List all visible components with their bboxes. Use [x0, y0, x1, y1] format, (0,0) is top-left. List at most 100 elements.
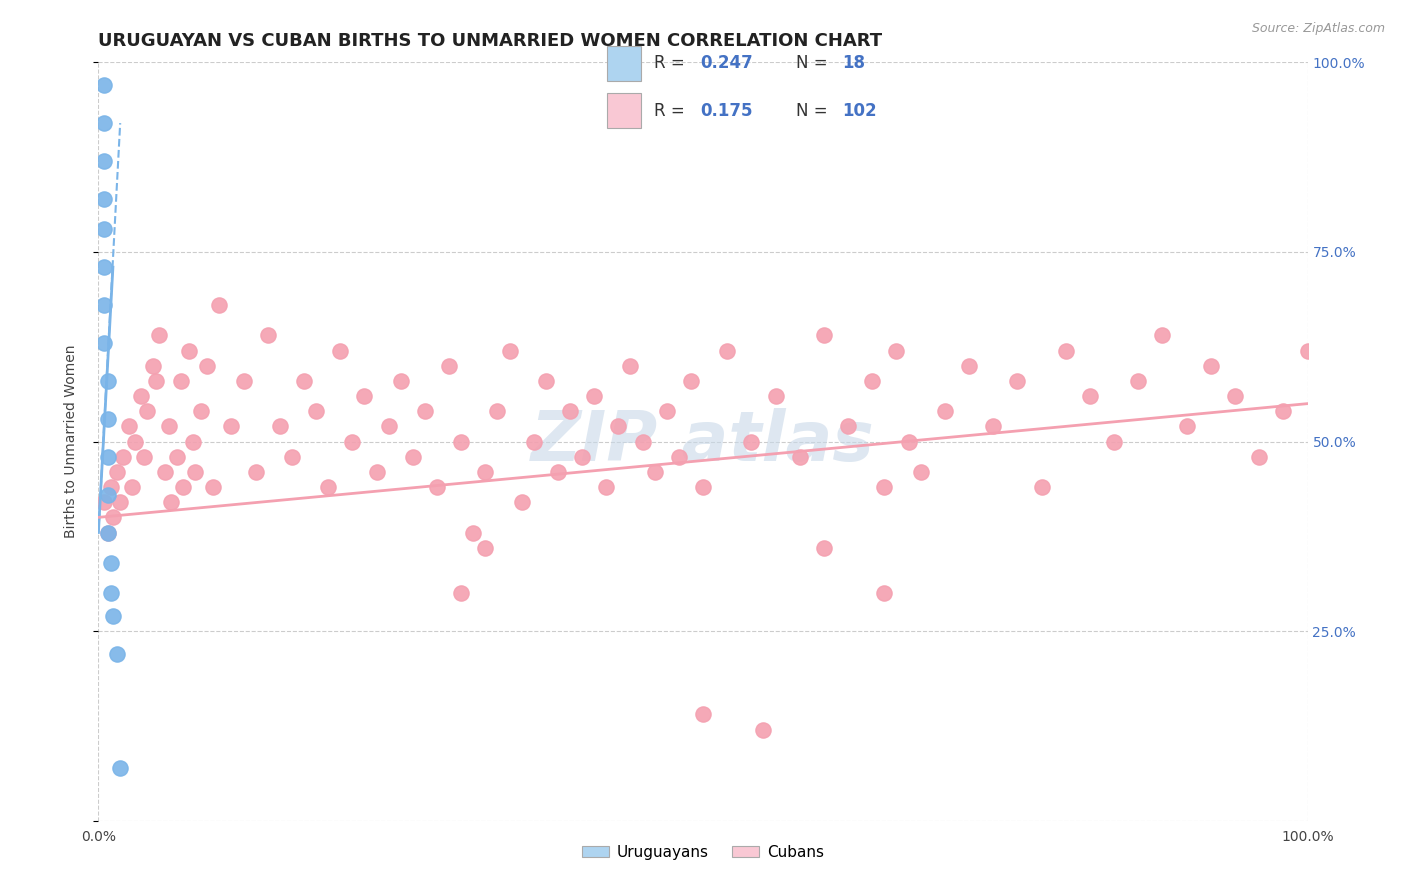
Point [166, 450, 188, 464]
Point [837, 419, 859, 434]
Point [1296, 343, 1319, 358]
Point [426, 480, 449, 494]
Point [169, 374, 191, 388]
Point [101, 510, 124, 524]
Point [135, 404, 157, 418]
Text: N =: N = [796, 54, 832, 72]
Point [1102, 434, 1125, 449]
Point [221, 419, 243, 434]
Point [105, 465, 128, 479]
Point [108, 495, 131, 509]
Point [607, 419, 630, 434]
Point [873, 586, 896, 600]
Point [316, 480, 339, 494]
Text: 18: 18 [842, 54, 865, 72]
Point [437, 359, 460, 373]
Point [583, 389, 606, 403]
Point [389, 374, 412, 388]
Point [692, 480, 714, 494]
Point [957, 359, 980, 373]
Point [692, 707, 714, 722]
Point [752, 723, 775, 737]
Point [172, 480, 194, 494]
Point [97, 412, 120, 426]
Point [97, 374, 120, 388]
Point [342, 434, 364, 449]
Point [195, 359, 218, 373]
Point [510, 495, 533, 509]
Point [93, 335, 115, 350]
Point [631, 434, 654, 449]
Point [208, 298, 231, 312]
Point [108, 760, 131, 774]
Text: R =: R = [654, 54, 690, 72]
Y-axis label: Births to Unmarried Women: Births to Unmarried Women [63, 345, 77, 538]
Point [292, 374, 315, 388]
Point [886, 343, 908, 358]
Point [100, 480, 122, 494]
Text: R =: R = [654, 102, 690, 120]
Point [486, 404, 509, 418]
Point [595, 480, 617, 494]
Point [619, 359, 641, 373]
Point [873, 480, 896, 494]
Point [679, 374, 702, 388]
Text: 0.247: 0.247 [700, 54, 752, 72]
Point [655, 404, 678, 418]
Text: N =: N = [796, 102, 832, 120]
Point [740, 434, 762, 449]
Point [184, 465, 207, 479]
Point [716, 343, 738, 358]
Point [93, 153, 115, 168]
Point [910, 465, 932, 479]
Point [789, 450, 811, 464]
Point [160, 495, 183, 509]
Point [523, 434, 546, 449]
Point [329, 343, 352, 358]
Point [97, 525, 120, 540]
Point [1128, 374, 1150, 388]
Point [897, 434, 920, 449]
Point [124, 434, 146, 449]
Point [498, 343, 520, 358]
Point [134, 450, 156, 464]
Point [281, 450, 304, 464]
Point [534, 374, 557, 388]
Point [97, 487, 120, 501]
Point [1031, 480, 1053, 494]
Point [860, 374, 883, 388]
Point [93, 192, 115, 206]
Point [1199, 359, 1222, 373]
Point [232, 374, 254, 388]
Legend: Uruguayans, Cubans: Uruguayans, Cubans [576, 838, 830, 866]
Point [765, 389, 787, 403]
Point [463, 525, 485, 540]
Point [97, 525, 120, 540]
Point [366, 465, 388, 479]
Point [474, 541, 496, 555]
FancyBboxPatch shape [607, 46, 641, 81]
Point [981, 419, 1004, 434]
Point [547, 465, 569, 479]
Point [305, 404, 328, 418]
Point [377, 419, 399, 434]
Point [190, 404, 212, 418]
Point [1007, 374, 1029, 388]
Point [571, 450, 593, 464]
Point [1249, 450, 1271, 464]
Text: 102: 102 [842, 102, 877, 120]
Point [118, 419, 141, 434]
Point [450, 434, 472, 449]
Point [181, 434, 204, 449]
Point [93, 222, 115, 236]
Text: URUGUAYAN VS CUBAN BIRTHS TO UNMARRIED WOMEN CORRELATION CHART: URUGUAYAN VS CUBAN BIRTHS TO UNMARRIED W… [98, 32, 883, 50]
Point [402, 450, 425, 464]
Point [97, 450, 120, 464]
Text: Source: ZipAtlas.com: Source: ZipAtlas.com [1251, 22, 1385, 36]
Point [153, 465, 176, 479]
Point [93, 298, 115, 312]
Point [474, 465, 496, 479]
Point [93, 260, 115, 275]
Point [558, 404, 581, 418]
Point [269, 419, 291, 434]
